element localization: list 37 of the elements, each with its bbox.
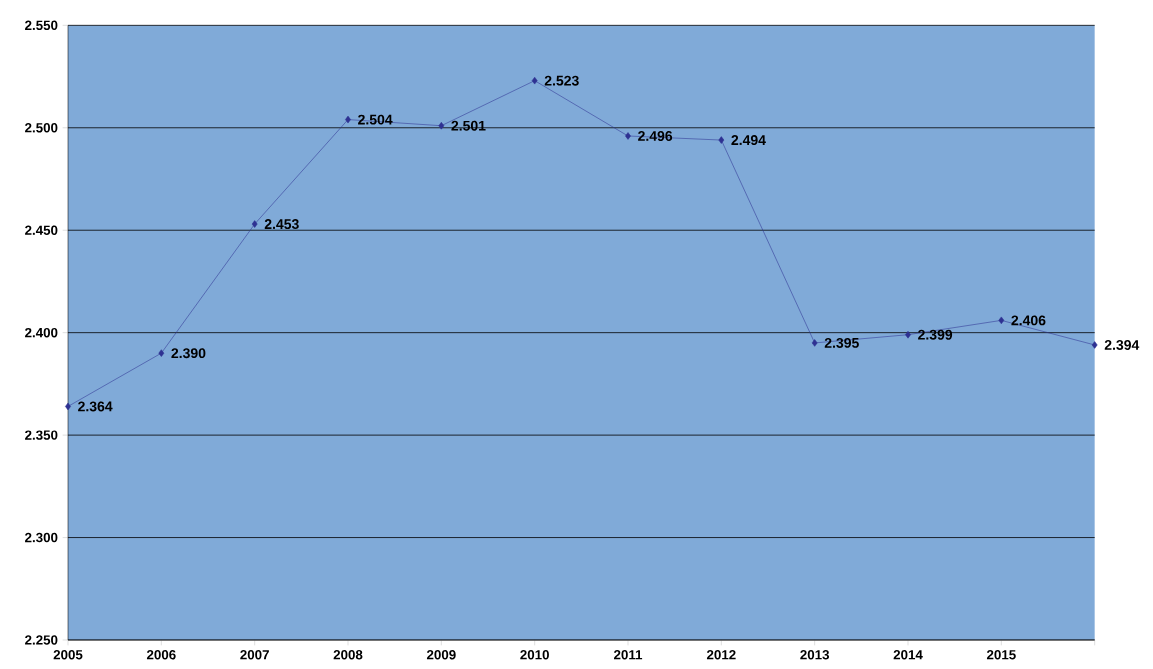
point (718, 136, 725, 144)
data-label: 2.496 (638, 131, 673, 141)
x-tick-label: 2010 (520, 650, 549, 660)
y-tick-label: 2.250 (25, 635, 58, 645)
data-label: 2.453 (264, 219, 299, 230)
y-tick-label: 2.400 (25, 327, 58, 338)
point (811, 339, 818, 347)
y-tick-label: 2.350 (25, 430, 58, 440)
y-tick-label: 2.450 (25, 225, 58, 235)
y-tick-label: 2.550 (25, 20, 58, 31)
data-label: 2.504 (358, 114, 393, 125)
data-label: 2.364 (78, 401, 113, 412)
point (158, 349, 165, 357)
x-tick-label: 2013 (800, 650, 830, 660)
point (531, 76, 538, 85)
x-tick-label: 2007 (240, 650, 269, 660)
y-tick-label: 2.300 (25, 532, 58, 543)
data-label: 2.494 (731, 135, 766, 146)
data-label: 2.394 (1104, 340, 1140, 350)
x-tick-label: 2006 (146, 650, 176, 660)
data-label: 2.523 (544, 75, 579, 86)
x-tick-label: 2005 (53, 650, 83, 660)
point (251, 220, 258, 228)
x-tick-label: 2008 (333, 650, 363, 660)
data-label: 2.406 (1011, 315, 1046, 326)
x-tick-label: 2011 (614, 650, 643, 660)
point (1091, 341, 1098, 349)
point (998, 316, 1005, 325)
data-label: 2.395 (824, 337, 859, 348)
x-tick-label: 2015 (986, 650, 1016, 660)
x-tick-label: 2012 (706, 650, 736, 660)
point (625, 132, 631, 140)
y-tick-label: 2.500 (25, 123, 58, 133)
x-tick-label: 2014 (893, 650, 923, 660)
x-tick-label: 2009 (426, 650, 456, 660)
point (438, 121, 445, 130)
data-label: 2.390 (171, 348, 206, 359)
